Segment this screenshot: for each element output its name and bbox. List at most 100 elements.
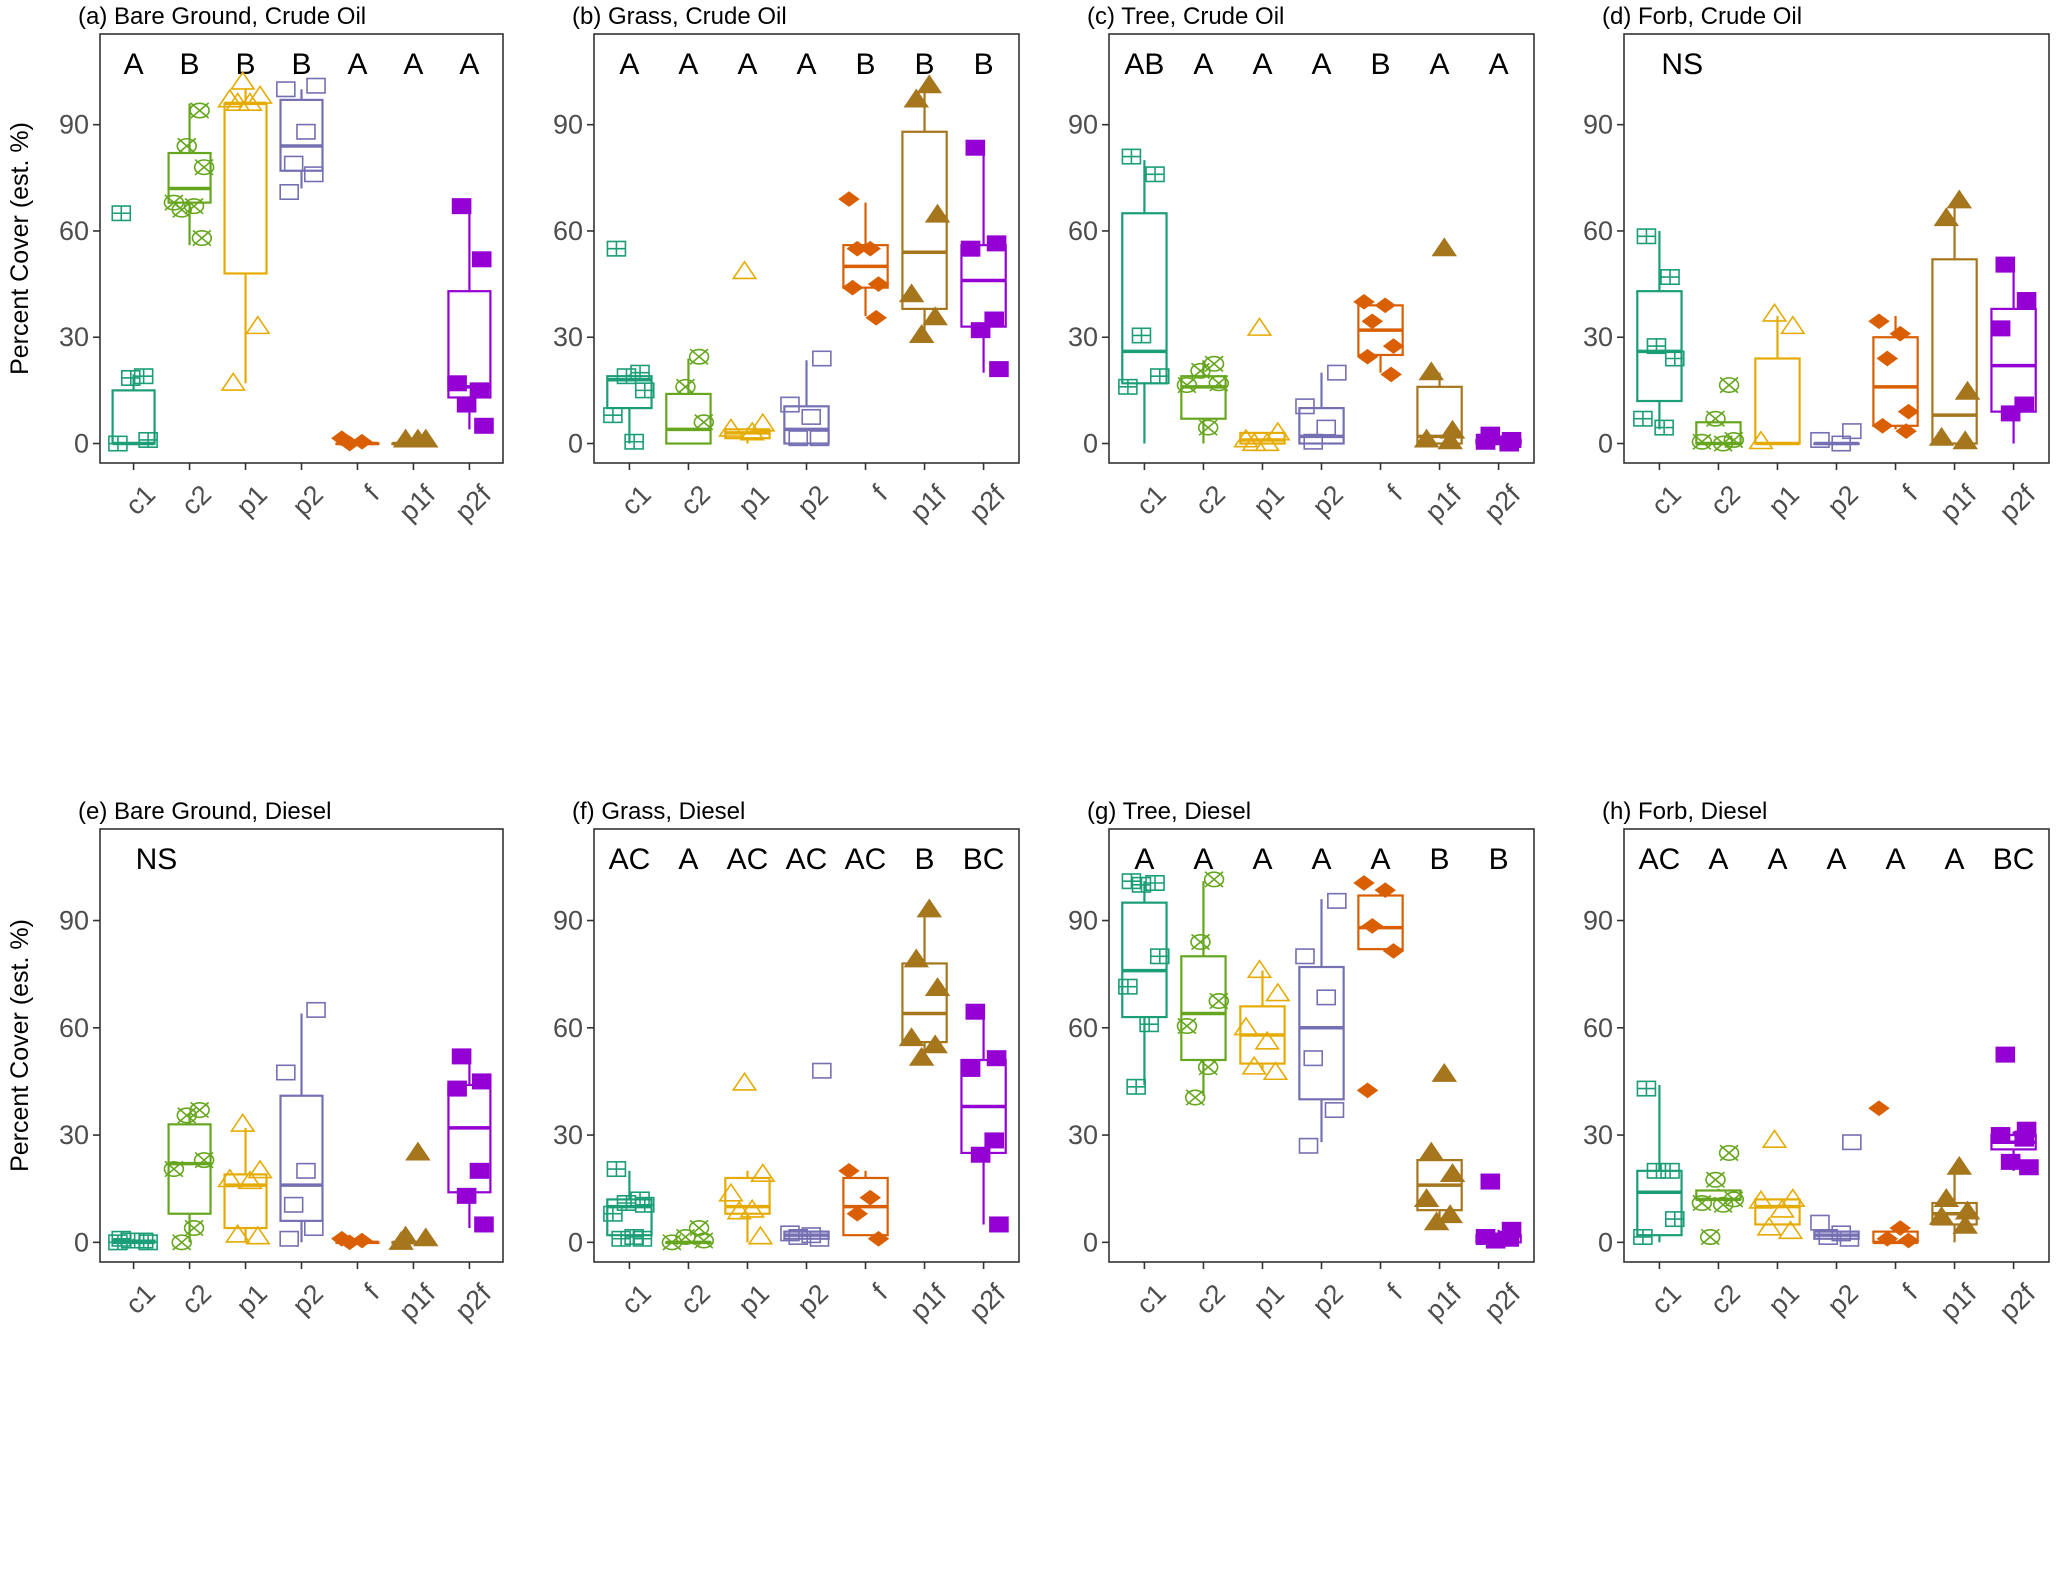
data-point (1131, 327, 1152, 344)
data-point (1712, 1196, 1734, 1214)
data-point (965, 139, 986, 156)
significance-letter-p1: B (236, 48, 256, 81)
data-point (1633, 1228, 1653, 1245)
group-p2f (447, 198, 494, 434)
x-tick-label-p1: p1 (1763, 479, 1805, 521)
data-point (1241, 432, 1267, 452)
data-point (193, 158, 215, 176)
group-c1 (1118, 148, 1170, 444)
data-point (1121, 873, 1142, 890)
data-point (989, 361, 1009, 378)
data-point (1691, 433, 1713, 451)
data-point (247, 1159, 273, 1179)
data-point (189, 1101, 210, 1119)
data-point (405, 1141, 431, 1161)
data-point (474, 1216, 494, 1233)
x-tick-label-p1: p1 (231, 1278, 273, 1320)
data-point (133, 368, 154, 385)
data-point (1485, 1232, 1506, 1249)
data-point (1990, 1127, 2011, 1144)
y-tick-label: 60 (1068, 1013, 1098, 1043)
data-point (1203, 871, 1225, 888)
group-c1 (1118, 873, 1170, 1095)
group-f (1868, 313, 1920, 439)
data-point (960, 1060, 981, 1077)
significance-letter-p2f: A (1489, 48, 1509, 81)
panel-frame (1623, 33, 2050, 464)
data-point (788, 430, 809, 447)
data-point (456, 1187, 477, 1204)
y-tick-label: 60 (59, 1013, 89, 1043)
y-tick-label: 90 (59, 906, 89, 936)
data-point (989, 1216, 1009, 1233)
data-point (841, 279, 864, 296)
significance-label: NS (136, 843, 178, 876)
data-point (229, 1113, 256, 1132)
data-point (1842, 1134, 1862, 1151)
x-tick-label-c2: c2 (1705, 479, 1746, 520)
x-tick-label-f: f (1382, 1278, 1409, 1305)
data-point (306, 77, 326, 94)
significance-letter-c2: A (1193, 48, 1213, 81)
data-point (1254, 432, 1280, 452)
y-tick-label: 0 (568, 1227, 583, 1257)
data-point (1748, 1189, 1774, 1209)
data-point (1131, 876, 1152, 893)
box (1357, 894, 1404, 951)
significance-letter-p1f: B (915, 843, 935, 876)
data-point (1990, 320, 2011, 337)
data-point (471, 1073, 492, 1090)
data-point (176, 137, 198, 155)
y-tick-label: 30 (1068, 322, 1098, 352)
data-point (960, 240, 981, 257)
x-tick-label-c2: c2 (675, 1278, 716, 1319)
x-tick-label-p2: p2 (792, 479, 834, 521)
group-p2 (276, 77, 326, 200)
data-point (739, 421, 765, 441)
significance-letter-p1: AC (727, 843, 769, 876)
data-point (898, 1027, 925, 1047)
x-tick-label-p1f: p1f (393, 1278, 441, 1326)
data-point (632, 1230, 653, 1247)
x-tick-label-f: f (1897, 1278, 1924, 1305)
data-point (1868, 1100, 1890, 1117)
data-point (111, 205, 132, 222)
data-point (970, 322, 991, 339)
data-point (1374, 297, 1397, 314)
group-c1 (603, 240, 655, 450)
data-point (283, 1196, 304, 1213)
x-tick-label-c2: c2 (1705, 1278, 1746, 1319)
x-tick-label-f: f (867, 479, 894, 506)
group-c1 (1633, 1080, 1685, 1245)
data-point (1380, 366, 1402, 383)
data-point (183, 1219, 205, 1237)
y-tick-label: 60 (1583, 216, 1613, 246)
y-tick-label: 0 (1598, 1227, 1613, 1257)
data-point (1691, 1194, 1713, 1212)
data-point (1761, 302, 1788, 322)
y-tick-label: 60 (553, 1013, 583, 1043)
data-point (183, 197, 205, 215)
group-c2 (163, 102, 215, 247)
data-point (916, 74, 943, 94)
data-point (283, 155, 304, 172)
data-point (1303, 433, 1324, 450)
group-c2 (163, 1101, 215, 1251)
data-point (220, 371, 246, 391)
data-point (1933, 207, 1960, 227)
significance-letter-p1: A (737, 48, 757, 81)
data-point (191, 229, 213, 247)
x-tick-label-p2f: p2f (1478, 479, 1526, 527)
data-point (1876, 1230, 1899, 1247)
data-point (1475, 433, 1496, 450)
y-tick-label: 90 (1068, 110, 1098, 140)
significance-letter-p2f: B (974, 48, 994, 81)
panel-title: (e) Bare Ground, Diesel (78, 798, 331, 825)
group-p2 (1810, 423, 1862, 452)
data-point (630, 364, 650, 381)
data-point (1356, 1082, 1379, 1099)
data-point (1876, 350, 1899, 367)
data-point (1241, 1055, 1267, 1075)
data-point (1889, 1220, 1912, 1236)
